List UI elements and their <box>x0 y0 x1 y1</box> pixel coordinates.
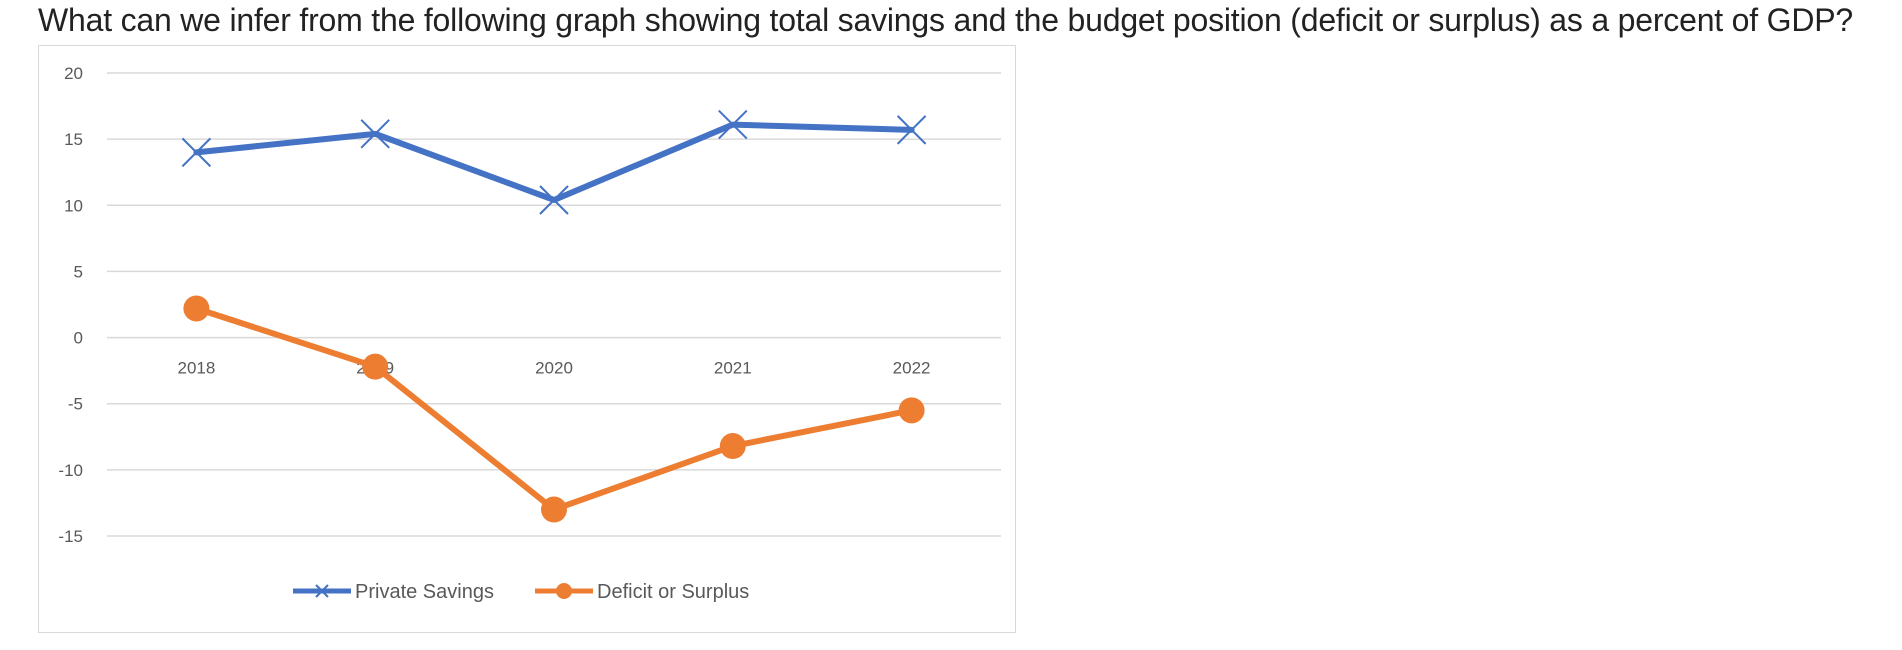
x-axis-ticks: 20182019202020212022 <box>177 359 930 378</box>
y-tick-label: -5 <box>68 395 83 414</box>
series-line <box>193 305 915 513</box>
legend-item: Deficit or Surplus <box>535 581 749 603</box>
gridlines <box>107 72 1001 537</box>
x-tick-label: 2022 <box>893 359 931 378</box>
question-text: What can we infer from the following gra… <box>38 2 1853 38</box>
data-point <box>718 109 748 140</box>
y-tick-label: -10 <box>58 461 83 480</box>
y-tick-label: 20 <box>64 64 83 83</box>
data-point <box>541 496 567 523</box>
x-tick-label: 2020 <box>535 359 573 378</box>
series-layer <box>181 109 927 523</box>
legend-label: Private Savings <box>355 581 494 603</box>
data-point <box>898 397 925 424</box>
legend: Private Savings Deficit or Surplus <box>293 581 749 603</box>
legend-label: Deficit or Surplus <box>597 581 749 603</box>
data-point <box>896 115 927 145</box>
data-point <box>719 433 746 460</box>
data-point <box>539 185 569 215</box>
legend-swatch-marker <box>315 584 329 598</box>
y-tick-label: -15 <box>58 527 83 546</box>
y-tick-label: 5 <box>74 262 83 281</box>
x-tick-label: 2018 <box>177 359 215 378</box>
data-point <box>183 295 210 322</box>
y-tick-label: 0 <box>74 329 83 348</box>
y-axis-ticks: 20 15 10 5 0 -5 -10 -15 <box>58 64 83 546</box>
y-tick-label: 10 <box>64 196 83 215</box>
series-1 <box>181 109 927 215</box>
legend-item: Private Savings <box>293 581 494 603</box>
series-2 <box>183 295 925 523</box>
data-point <box>362 353 389 380</box>
data-point <box>360 119 390 149</box>
y-tick-label: 15 <box>64 130 83 149</box>
series-line <box>193 121 915 203</box>
x-tick-label: 2021 <box>714 359 752 378</box>
data-point <box>181 137 212 168</box>
legend-swatch-marker <box>556 583 572 599</box>
